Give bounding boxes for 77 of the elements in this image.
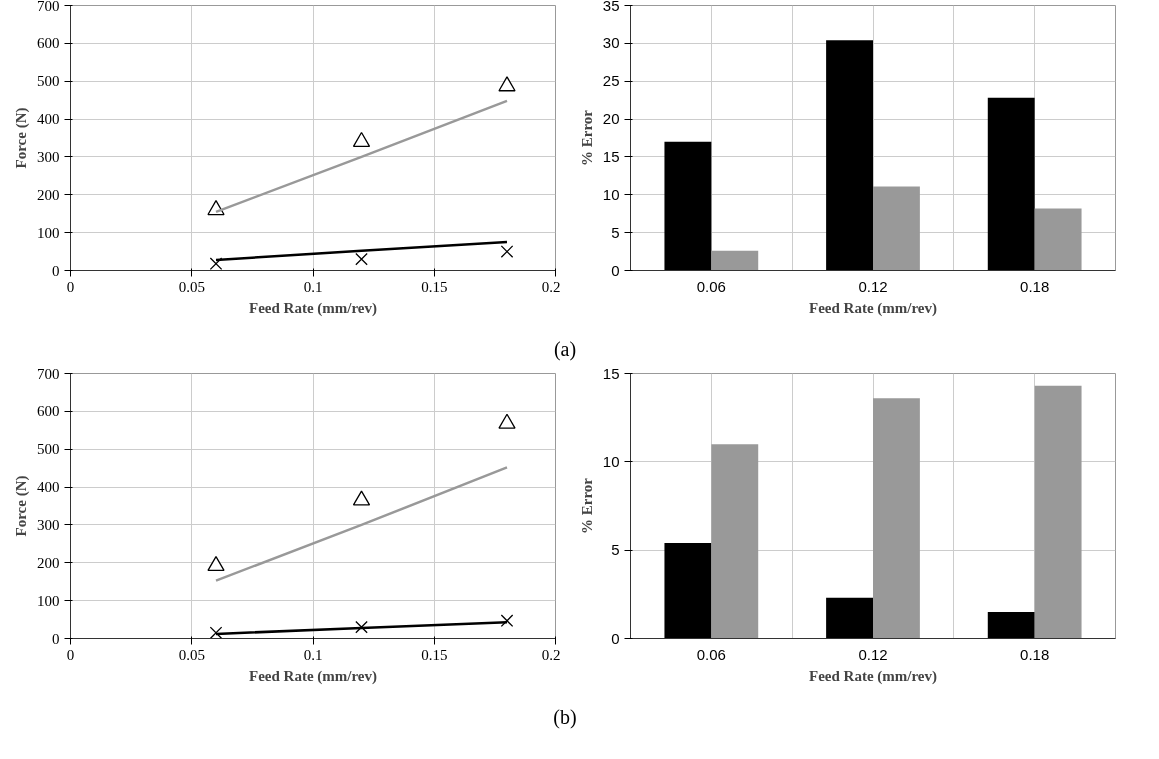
- point: [500, 245, 514, 258]
- y-tick-label: 100: [37, 224, 60, 241]
- y-axis-title: % Error: [578, 477, 595, 534]
- y-axis-title: Force (N): [13, 475, 30, 537]
- bar: [711, 250, 759, 271]
- x-axis-title: Feed Rate (mm/rev): [249, 667, 377, 685]
- y-tick-label: 5: [611, 223, 620, 241]
- y-tick-label: 700: [37, 0, 60, 14]
- x-tick-label: 0.2: [541, 278, 561, 295]
- bar: [987, 612, 1035, 639]
- bar: [826, 597, 873, 639]
- y-tick-label: 200: [37, 554, 60, 571]
- point: [207, 555, 225, 572]
- y-tick-label: 10: [602, 452, 620, 470]
- x-tick-label: 0.15: [421, 278, 448, 295]
- x-tick-label: 0: [66, 278, 75, 295]
- y-axis-title: Force (N): [13, 107, 30, 169]
- point: [498, 413, 516, 429]
- y-tick-label: 30: [602, 34, 620, 52]
- y-tick-label: 35: [602, 0, 620, 14]
- point: [352, 490, 371, 506]
- point: [355, 620, 368, 634]
- y-tick-label: 400: [37, 111, 60, 128]
- y-tick-label: 25: [602, 72, 620, 90]
- x-tick-label: 0.18: [1020, 645, 1050, 663]
- point: [355, 252, 368, 266]
- y-tick-label: 300: [37, 516, 60, 533]
- y-tick-label: 500: [37, 441, 60, 458]
- x-tick-label: 0.1: [303, 646, 323, 663]
- bar: [873, 186, 920, 271]
- point: [209, 626, 223, 639]
- point: [209, 257, 223, 270]
- x-tick-label: 0.2: [541, 646, 561, 663]
- x-tick-label: 0.1: [303, 278, 323, 295]
- bar: [1034, 385, 1082, 639]
- y-tick-label: 300: [37, 148, 60, 165]
- x-tick-label: 0.06: [696, 645, 726, 663]
- y-tick-label: 700: [37, 365, 60, 382]
- x-tick-label: 0.12: [858, 645, 888, 663]
- y-tick-label: 0: [52, 630, 60, 647]
- y-tick-label: 15: [602, 147, 620, 165]
- point: [498, 76, 516, 92]
- y-axis-title: % Error: [578, 109, 595, 166]
- x-axis-title: Feed Rate (mm/rev): [249, 299, 377, 317]
- point: [500, 614, 514, 628]
- y-tick-label: 600: [37, 403, 60, 420]
- x-tick-label: 0.15: [421, 646, 448, 663]
- y-tick-label: 20: [602, 110, 620, 128]
- x-tick-label: 0.05: [178, 278, 205, 295]
- x-tick-label: 0: [66, 646, 75, 663]
- bar: [711, 444, 759, 639]
- bar: [873, 398, 920, 639]
- bar: [1034, 208, 1082, 271]
- bar: [664, 141, 712, 271]
- text: (a): [553, 337, 577, 363]
- x-tick-label: 0.06: [696, 277, 726, 295]
- y-tick-label: 0: [611, 261, 620, 279]
- text: (b): [553, 705, 577, 730]
- y-tick-label: 15: [602, 364, 620, 382]
- y-tick-label: 0: [611, 629, 620, 647]
- bar: [664, 543, 712, 639]
- y-tick-label: 500: [37, 73, 60, 90]
- x-axis-title: Feed Rate (mm/rev): [809, 667, 937, 685]
- y-tick-label: 5: [611, 541, 620, 559]
- x-axis-title: Feed Rate (mm/rev): [809, 299, 937, 317]
- bar: [987, 97, 1035, 271]
- x-tick-label: 0.12: [858, 277, 888, 295]
- y-tick-label: 400: [37, 479, 60, 496]
- x-tick-label: 0.18: [1020, 277, 1050, 295]
- y-tick-label: 100: [37, 592, 60, 609]
- y-tick-label: 200: [37, 186, 60, 203]
- x-tick-label: 0.05: [178, 646, 205, 663]
- point: [352, 131, 371, 148]
- y-tick-label: 10: [602, 185, 620, 203]
- y-tick-label: 0: [52, 262, 60, 279]
- y-tick-label: 600: [37, 35, 60, 52]
- bar: [826, 40, 873, 271]
